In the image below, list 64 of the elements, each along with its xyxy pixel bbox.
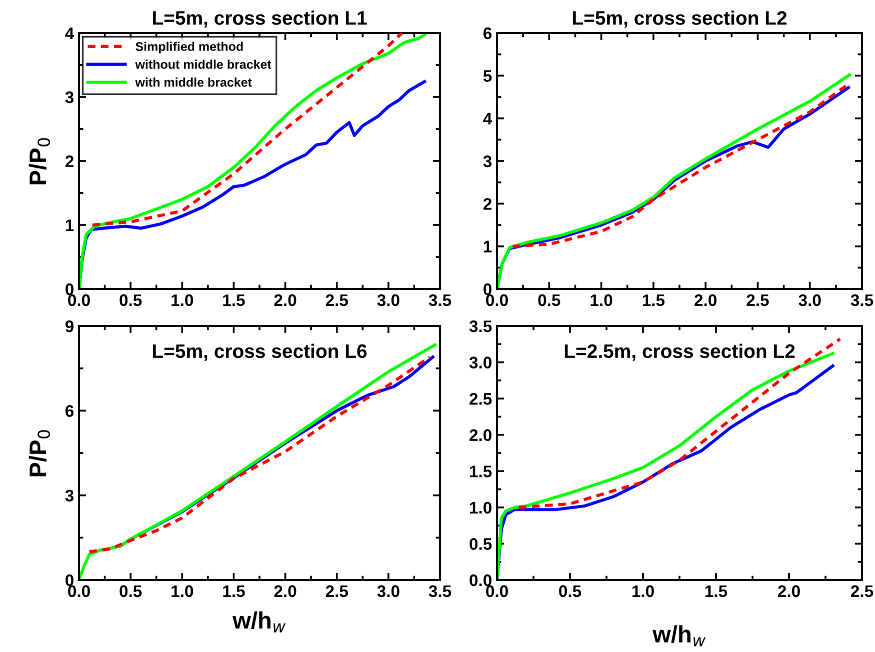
x-tick-label: 2.5 <box>326 585 348 598</box>
y-tick-label: 3.5 <box>469 320 492 332</box>
y-tick-label: 6 <box>483 27 492 40</box>
y-tick-label: 5 <box>483 70 492 82</box>
x-tick-label: 2.0 <box>274 585 296 598</box>
x-tick-label: 1.0 <box>590 294 612 306</box>
x-tick-label: 0.5 <box>120 294 142 306</box>
text: L=5m, cross section L6 <box>153 344 367 361</box>
x-tick-label: 0.5 <box>120 585 142 598</box>
x-tick-label: 1.0 <box>632 585 654 598</box>
y-tick-label: 1 <box>66 220 74 232</box>
x-tick-label: 3.0 <box>377 585 400 598</box>
x-axis-title: w/h$_{w}$ <box>652 625 706 646</box>
x-tick-label: 2.0 <box>778 585 800 598</box>
x-tick-label: 2.0 <box>694 294 716 306</box>
y-tick-label: 3 <box>65 91 74 104</box>
y-tick-label: 2.0 <box>470 429 492 442</box>
y-tick-label: 3.0 <box>469 356 492 369</box>
x-tick-label: 2.5 <box>850 585 874 598</box>
y-tick-label: 3 <box>65 490 74 502</box>
x-tick-label: 3.0 <box>798 294 821 306</box>
x-axis-title: w/h$_{w}$ <box>232 611 286 632</box>
text: L=2.5m, cross section L2 <box>564 344 795 361</box>
y-tick-label: 1.0 <box>470 502 492 514</box>
y-tick-label: 4 <box>65 28 74 40</box>
line-series <box>90 33 404 227</box>
y-axis-title: P/P$_{0}$ <box>28 138 50 184</box>
y-tick-label: 0.0 <box>470 574 492 586</box>
x-tick-label: 0.5 <box>559 585 582 598</box>
x-tick-label: 2.5 <box>746 294 769 306</box>
y-tick-label: 0.5 <box>470 538 492 550</box>
x-tick-label: 3.0 <box>377 294 400 306</box>
y-tick-label: 2 <box>65 155 74 168</box>
y-tick-label: 0 <box>484 283 492 296</box>
y-tick-label: 0 <box>66 574 74 586</box>
y-tick-label: 2.5 <box>470 392 492 405</box>
x-tick-label: 2.0 <box>274 294 296 306</box>
x-tick-label: 0.5 <box>538 294 560 306</box>
line-series <box>79 343 436 580</box>
legend-label: with middle bracket <box>135 78 252 87</box>
x-tick-label: 3.5 <box>428 585 452 598</box>
x-tick-label: 1.5 <box>223 294 245 306</box>
y-tick-label: 6 <box>65 405 74 417</box>
legend-label: Simplified method <box>136 42 243 54</box>
y-tick-label: 4 <box>483 112 492 124</box>
legend-label: without middle bracket <box>135 60 272 69</box>
y-axis-title: P/P$_{0}$ <box>28 430 50 476</box>
y-tick-label: 2 <box>483 198 492 210</box>
x-tick-label: 1.5 <box>223 585 245 598</box>
x-tick-label: 3.5 <box>428 294 452 306</box>
y-tick-label: 0 <box>66 283 74 296</box>
x-tick-label: 1.5 <box>642 294 665 306</box>
y-tick-label: 1 <box>484 240 492 252</box>
x-tick-label: 1.0 <box>172 294 194 306</box>
y-tick-label: 3 <box>483 155 492 168</box>
chart-title: L=5m, cross section L2 <box>573 10 787 28</box>
y-tick-label: 9 <box>65 320 74 332</box>
x-tick-label: 3.5 <box>850 294 874 306</box>
x-tick-label: 1.5 <box>705 585 728 598</box>
x-tick-label: 1.0 <box>172 585 194 598</box>
y-tick-label: 1.5 <box>470 466 492 478</box>
line-series <box>517 338 842 509</box>
chart-title: L=5m, cross section L1 <box>153 10 367 28</box>
x-tick-label: 2.5 <box>326 294 348 306</box>
